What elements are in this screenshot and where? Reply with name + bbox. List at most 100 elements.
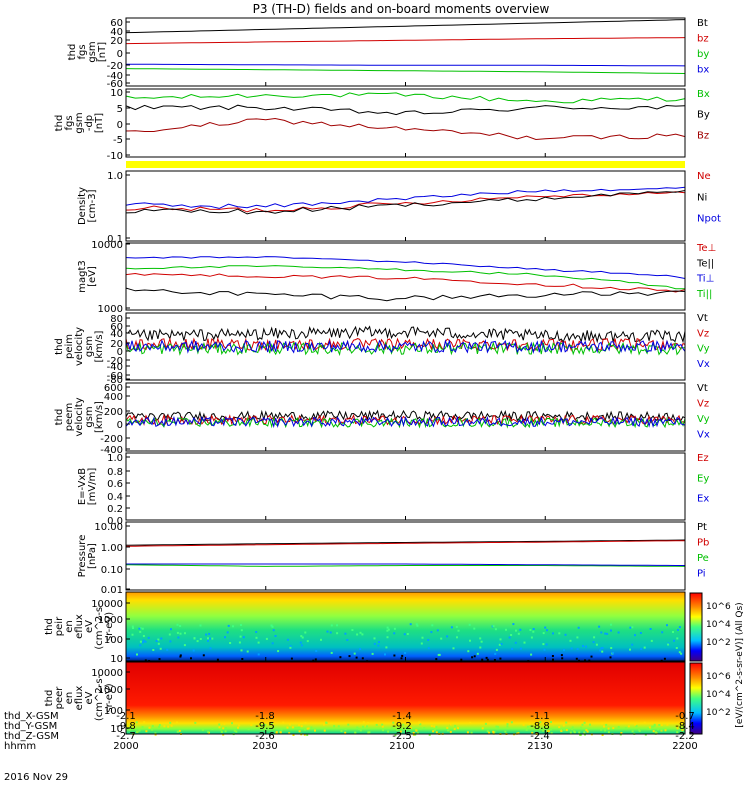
- orbit-row-label: hhmm: [4, 741, 37, 752]
- heatmap-cell: [571, 726, 574, 729]
- y-axis-label: Pressure: [77, 535, 88, 578]
- y-tick-label: 10000: [91, 240, 123, 251]
- legend-Bz: Bz: [697, 130, 709, 141]
- heatmap-cell: [300, 725, 303, 728]
- heatmap-cell: [473, 627, 476, 630]
- heatmap-cell: [455, 625, 458, 628]
- heatmap-cell: [433, 728, 436, 731]
- heatmap-cell: [529, 725, 532, 728]
- y-axis-label: velocity: [74, 397, 85, 436]
- y-tick-label: 1.00: [101, 543, 123, 554]
- heatmap-cell: [679, 722, 682, 725]
- heatmap-cell: [506, 723, 509, 726]
- y-tick-label: 0.4: [107, 492, 123, 503]
- legend-bx: bx: [697, 65, 709, 76]
- heatmap-cell: [261, 724, 264, 727]
- heatmap-cell: [529, 629, 532, 631]
- heatmap-cell: [466, 731, 469, 734]
- heatmap-cell: [606, 632, 609, 635]
- heatmap-cell: [569, 731, 572, 734]
- y-tick-label: -40: [107, 362, 123, 373]
- quality-flag-bar: [126, 161, 685, 168]
- heatmap-cell: [409, 726, 412, 729]
- y-tick-label: 60: [110, 322, 123, 333]
- heatmap-cell: [304, 722, 307, 724]
- heatmap-cell: [427, 647, 430, 650]
- heatmap-cell: [414, 728, 417, 731]
- heatmap-cell: [657, 728, 660, 731]
- heatmap-cell: [290, 657, 293, 660]
- heatmap-cell: [289, 646, 292, 649]
- heatmap-cell: [546, 730, 549, 733]
- series-line-Vx: [125, 415, 686, 429]
- heatmap-cell: [432, 730, 435, 733]
- series-line-Ti⊥: [125, 256, 686, 279]
- heatmap-cell: [375, 723, 378, 726]
- heatmap-cell: [666, 624, 668, 627]
- y-axis-label: [nPa]: [87, 543, 98, 569]
- heatmap-cell: [271, 721, 274, 724]
- heatmap-cell: [303, 733, 306, 736]
- heatmap-cell: [473, 655, 476, 658]
- heatmap-cell: [644, 733, 647, 736]
- heatmap-cell: [436, 629, 439, 632]
- y-tick-label: 0: [117, 49, 123, 60]
- heatmap-cell: [170, 724, 173, 727]
- series-line-bx: [125, 63, 686, 67]
- heatmap-cell: [652, 730, 655, 733]
- heatmap-cell: [306, 733, 309, 736]
- y-tick-label: 0.10: [101, 565, 123, 576]
- y-axis-label: gsm: [74, 112, 85, 133]
- heatmap-cell: [157, 642, 160, 645]
- series-line-by: [125, 68, 686, 74]
- orbit-row-label: thd_Y-GSM: [4, 721, 58, 732]
- y-axis-label: [nT]: [97, 42, 108, 62]
- heatmap-cell: [488, 731, 491, 734]
- heatmap-cell: [570, 647, 573, 650]
- heatmap-cell: [373, 642, 376, 645]
- panel-peer_spectrogram: 10000 1000 100 10 thd peer en eflux eV (cm^2-s-sr…: [44, 661, 686, 736]
- heatmap-cell: [564, 633, 567, 636]
- heatmap-cell: [224, 727, 227, 730]
- legend-By: By: [697, 110, 710, 121]
- heatmap-cell: [298, 730, 301, 733]
- panel-pressure: Pt Pb Pe Pi 10.00 1.00 0.10 0.01 Pressure [nPa]: [77, 521, 709, 596]
- heatmap-cell: [449, 730, 452, 733]
- heatmap-cell: [484, 722, 487, 725]
- y-tick-label: 1000: [98, 615, 123, 626]
- heatmap-cell: [499, 657, 502, 660]
- heatmap-cell: [238, 641, 241, 644]
- heatmap-cell: [629, 626, 632, 629]
- figure-title: P3 (TH-D) fields and on-board moments ov…: [253, 2, 550, 16]
- heatmap-cell: [446, 726, 449, 729]
- heatmap-cell: [612, 727, 615, 730]
- heatmap-cell: [412, 732, 415, 734]
- y-tick-label: 40: [110, 27, 123, 38]
- heatmap-cell: [604, 729, 607, 732]
- heatmap-cell: [415, 729, 418, 732]
- heatmap-cell: [142, 641, 144, 644]
- heatmap-cell: [677, 628, 679, 631]
- heatmap-cell: [504, 730, 507, 733]
- y-axis-label: [eV]: [87, 266, 98, 287]
- heatmap-cell: [486, 658, 489, 661]
- heatmap-cell: [512, 623, 515, 626]
- heatmap-cell: [160, 637, 163, 640]
- heatmap-cell: [323, 729, 326, 732]
- heatmap-cell: [433, 725, 436, 728]
- heatmap-cell: [505, 628, 507, 631]
- heatmap-cell: [265, 637, 268, 640]
- heatmap-cell: [315, 650, 318, 652]
- y-tick-label: -60: [107, 371, 123, 382]
- heatmap-cell: [450, 626, 453, 629]
- heatmap-cell: [291, 726, 294, 729]
- heatmap-cell: [430, 724, 433, 727]
- heatmap-cell: [517, 632, 520, 635]
- heatmap-cell: [485, 656, 488, 659]
- heatmap-cell: [402, 723, 405, 726]
- y-axis-label: [cm-3]: [87, 189, 98, 222]
- heatmap-cell: [580, 726, 583, 729]
- panel-fgs_detrended: Bx By Bz 10 5 0 -5 -10 thd fgs gsm -dp [nT]: [54, 88, 710, 162]
- heatmap-cell: [584, 659, 586, 662]
